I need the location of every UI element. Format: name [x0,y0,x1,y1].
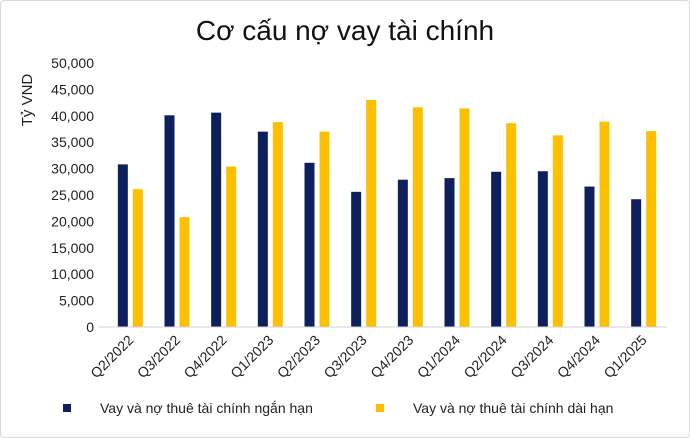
y-axis-label: Tỷ VND [19,74,36,127]
x-tick-label: Q1/2024 [414,332,463,381]
y-axis-ticks: 0 5,000 10,000 15,000 20,000 25,000 30,000 35,0… [51,55,94,335]
bar-long-term [552,135,563,327]
bar-short-term [397,179,408,327]
legend-swatch [63,404,71,412]
x-tick-label: Q3/2023 [320,332,369,381]
bar-long-term [646,131,657,327]
y-tick-label: 40,000 [51,108,94,124]
bar-long-term [412,107,423,328]
y-tick-label: 25,000 [51,187,94,203]
y-tick-label: 10,000 [51,266,94,282]
x-tick-label: Q4/2022 [180,332,229,381]
legend-swatch [376,404,384,412]
bar-short-term [444,178,455,327]
bar-short-term [304,162,315,327]
x-tick-label: Q2/2023 [274,332,323,381]
bar-short-term [537,171,548,327]
bar-short-term [257,131,268,327]
x-tick-label: Q1/2023 [227,332,276,381]
bar-long-term [599,121,610,327]
legend: Vay và nợ thuê tài chính ngắn hạn Vay và … [63,400,613,416]
bar-long-term [132,189,143,327]
bar-short-term [117,164,128,327]
bar-short-term [584,186,595,327]
x-tick-label: Q3/2022 [134,332,183,381]
x-tick-label: Q2/2022 [87,332,136,381]
y-tick-label: 20,000 [51,213,94,229]
y-tick-label: 5,000 [59,293,94,309]
x-tick-label: Q4/2023 [367,332,416,381]
x-tick-label: Q4/2024 [554,332,603,381]
x-tick-label: Q3/2024 [507,332,556,381]
x-tick-label: Q2/2024 [460,332,509,381]
y-tick-label: 15,000 [51,240,94,256]
y-tick-label: 30,000 [51,161,94,177]
y-tick-label: 35,000 [51,134,94,150]
bar-short-term [164,115,175,327]
chart-title: Cơ cấu nợ vay tài chính [196,15,494,46]
y-tick-label: 45,000 [51,81,94,97]
bar-short-term [631,199,642,327]
bar-long-term [272,122,283,327]
y-tick-label: 50,000 [51,55,94,71]
bar-long-term [226,166,237,327]
bar-short-term [351,191,362,327]
bar-long-term [459,108,470,328]
legend-label: Vay và nợ thuê tài chính dài hạn [413,400,613,416]
x-axis-ticks: Q2/2022Q3/2022Q4/2022Q1/2023Q2/2023Q3/20… [87,332,650,381]
legend-label: Vay và nợ thuê tài chính ngắn hạn [100,400,313,416]
bar-short-term [211,112,222,328]
bars [117,99,657,328]
y-tick-label: 0 [86,319,94,335]
bar-long-term [506,123,517,327]
bar-long-term [179,217,190,327]
bar-short-term [491,171,502,327]
bar-long-term [319,131,330,327]
x-tick-label: Q1/2025 [600,332,649,381]
bar-long-term [366,99,377,328]
